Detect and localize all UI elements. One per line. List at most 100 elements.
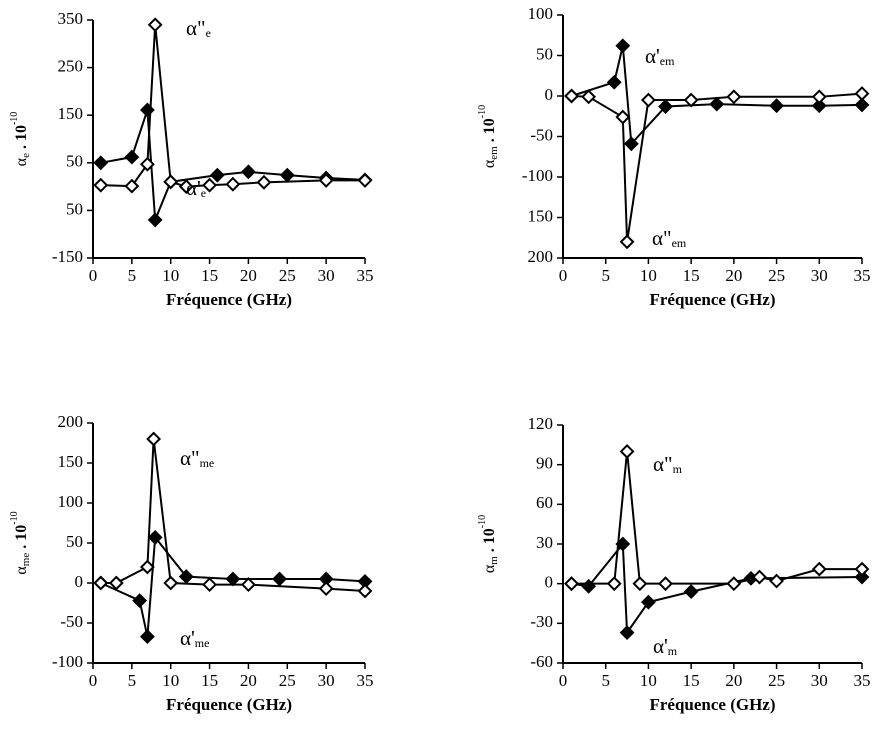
- x-tick-label: 25: [768, 266, 785, 285]
- x-tick-label: 35: [357, 671, 374, 690]
- x-tick-label: 20: [240, 266, 257, 285]
- x-tick-label: 0: [559, 671, 568, 690]
- marker: [139, 156, 155, 172]
- y-symbol: α: [13, 566, 30, 575]
- x-tick-label: 5: [601, 671, 610, 690]
- marker: [147, 212, 163, 228]
- annotation-text: α': [186, 176, 201, 200]
- y-tick-label: 250: [58, 57, 84, 76]
- marker: [93, 155, 109, 171]
- annotation-text: α': [653, 634, 668, 658]
- x-tick-label: 30: [811, 671, 828, 690]
- annotation: α"me: [180, 446, 214, 470]
- x-axis-title: Fréquence (GHz): [649, 695, 775, 714]
- marker: [139, 629, 155, 645]
- marker: [683, 92, 699, 108]
- annotation-sub: me: [195, 636, 210, 650]
- y-tick-label: 30: [536, 533, 553, 552]
- marker: [225, 176, 241, 192]
- marker: [163, 575, 179, 591]
- y-sub: m: [488, 556, 500, 565]
- y-tick-label: 150: [58, 104, 84, 123]
- marker: [632, 576, 648, 592]
- marker: [606, 576, 622, 592]
- x-tick-label: 5: [128, 671, 137, 690]
- x-tick-label: 35: [854, 266, 871, 285]
- marker: [658, 99, 673, 114]
- marker: [581, 89, 597, 105]
- y-axis-title: αm . 10-10: [477, 515, 499, 573]
- y-axis-title: αe . 10-10: [9, 112, 31, 167]
- x-tick-label: 30: [811, 266, 828, 285]
- marker: [769, 98, 784, 114]
- x-axis-title: Fréquence (GHz): [166, 290, 292, 309]
- y-tick-label: 350: [58, 9, 84, 28]
- marker: [146, 431, 162, 447]
- x-tick-label: 10: [640, 671, 657, 690]
- y-factor: . 10: [13, 525, 30, 549]
- y-factor: . 10: [13, 125, 30, 149]
- y-tick-label: -30: [530, 612, 553, 631]
- annotation-text: α': [645, 44, 660, 68]
- x-tick-label: 15: [201, 266, 218, 285]
- chart: 120 90 60 30 0 -30 -60 0 5 10 15 20 25 30 35 Fréquence …: [477, 414, 870, 714]
- marker: [357, 172, 373, 188]
- annotation-text: α": [180, 446, 200, 470]
- marker: [124, 178, 140, 194]
- marker: [209, 167, 225, 183]
- marker: [93, 575, 109, 591]
- series-line: [100, 438, 366, 592]
- y-sub: e: [20, 153, 32, 158]
- marker: [615, 38, 631, 54]
- y-tick-label: 120: [528, 414, 554, 433]
- y-symbol: α: [481, 159, 498, 168]
- series-line: [571, 92, 863, 242]
- x-tick-label: 10: [162, 266, 179, 285]
- marker: [147, 17, 163, 33]
- y-axis-title: αem . 10-10: [477, 105, 499, 168]
- marker: [726, 576, 742, 592]
- marker: [564, 88, 579, 104]
- marker: [178, 569, 194, 585]
- series-line: [100, 24, 365, 188]
- marker: [641, 92, 656, 108]
- marker: [811, 89, 827, 105]
- x-tick-label: 30: [318, 266, 335, 285]
- marker: [726, 89, 742, 105]
- y-tick-label: 200: [58, 412, 84, 431]
- y-exp: -10: [477, 105, 488, 118]
- marker: [318, 581, 334, 597]
- y-tick-label: 150: [528, 206, 554, 225]
- marker: [241, 577, 256, 593]
- y-tick-label: 100: [58, 492, 84, 511]
- marker: [241, 164, 256, 180]
- x-tick-label: 30: [318, 671, 335, 690]
- marker: [93, 177, 109, 193]
- y-tick-label: 60: [536, 493, 553, 512]
- marker: [225, 571, 241, 587]
- marker: [202, 577, 217, 593]
- marker: [256, 174, 272, 190]
- marker: [202, 177, 217, 193]
- marker: [132, 593, 148, 609]
- y-tick-label: -150: [52, 247, 83, 266]
- y-tick-label: -60: [530, 652, 553, 671]
- marker: [108, 575, 124, 591]
- x-tick-label: 15: [683, 266, 700, 285]
- x-tick-label: 15: [201, 671, 218, 690]
- y-sub: em: [488, 146, 500, 160]
- y-tick-label: 50: [66, 199, 83, 218]
- y-exp: -10: [9, 112, 20, 125]
- x-tick-label: 35: [854, 671, 871, 690]
- marker: [752, 569, 767, 585]
- marker: [658, 576, 673, 592]
- x-axis-title: Fréquence (GHz): [649, 290, 775, 309]
- x-tick-label: 0: [89, 266, 98, 285]
- marker: [178, 179, 194, 195]
- annotation-sub: me: [200, 456, 215, 470]
- x-tick-label: 20: [725, 671, 742, 690]
- marker: [811, 98, 827, 114]
- y-tick-label: -100: [522, 166, 553, 185]
- y-tick-label: 50: [66, 532, 83, 551]
